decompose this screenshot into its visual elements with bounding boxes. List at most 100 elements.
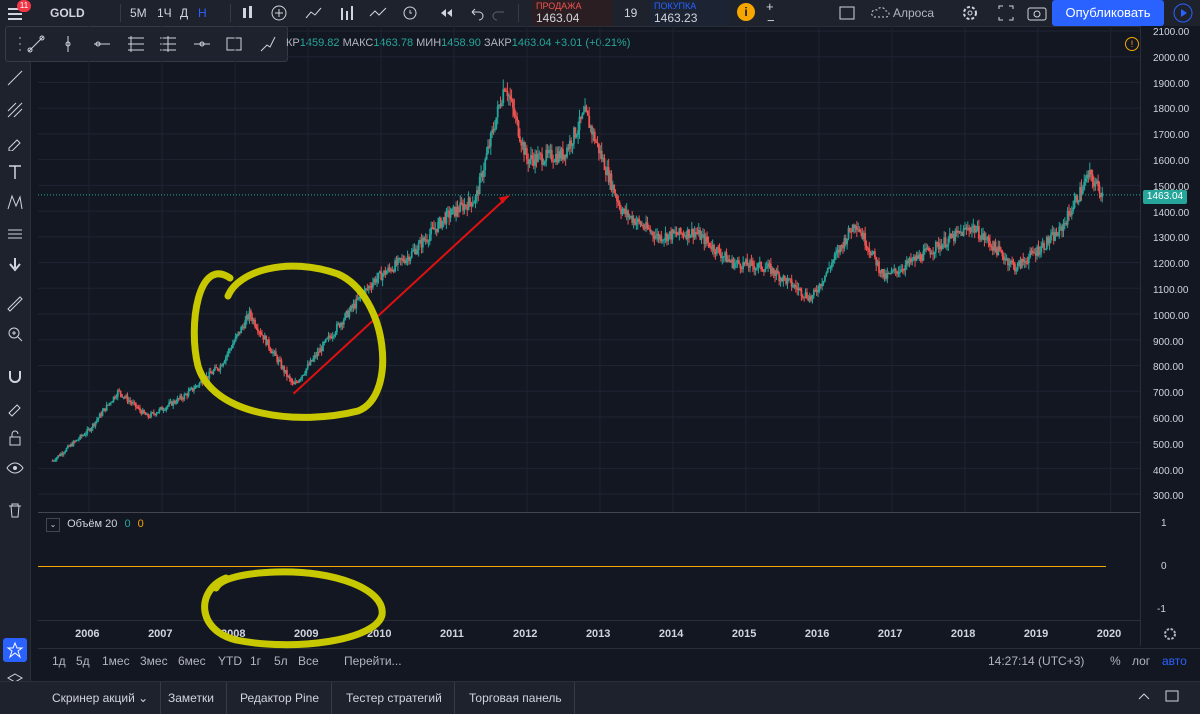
ruler-icon[interactable] bbox=[3, 292, 27, 316]
range-all[interactable]: Все bbox=[298, 654, 319, 668]
candle-body bbox=[625, 210, 628, 215]
collapse-panel-icon[interactable] bbox=[1136, 688, 1152, 709]
candle-body bbox=[1008, 263, 1011, 266]
range-6m[interactable]: 6мес bbox=[178, 654, 206, 668]
interval-1h[interactable]: 1Ч bbox=[157, 6, 172, 20]
favorites-star-icon[interactable] bbox=[3, 638, 27, 662]
candle-body bbox=[1034, 252, 1037, 256]
magnet-icon[interactable] bbox=[3, 364, 27, 388]
range-1m[interactable]: 1мес bbox=[102, 654, 130, 668]
log-toggle[interactable]: лог bbox=[1132, 654, 1151, 668]
candle-body bbox=[563, 154, 566, 160]
price-tick: 1800.00 bbox=[1153, 104, 1190, 116]
ray-icon[interactable] bbox=[24, 32, 48, 56]
percent-toggle[interactable]: % bbox=[1110, 654, 1121, 668]
candle-body bbox=[351, 305, 354, 308]
sell-button[interactable]: ПРОДАЖА 1463.04 bbox=[532, 0, 612, 26]
range-5y[interactable]: 5л bbox=[274, 654, 288, 668]
warning-icon[interactable]: ! bbox=[1125, 37, 1139, 51]
fib-channel-icon[interactable] bbox=[156, 32, 180, 56]
tab-trading-panel[interactable]: Торговая панель bbox=[457, 682, 575, 714]
range-5d[interactable]: 5д bbox=[76, 654, 90, 668]
interval-d[interactable]: Д bbox=[180, 6, 189, 20]
price-tick: 1900.00 bbox=[1153, 78, 1190, 90]
horizontal-ray-icon[interactable] bbox=[90, 32, 114, 56]
drag-handle-icon[interactable] bbox=[8, 32, 32, 56]
prediction-icon[interactable] bbox=[3, 222, 27, 246]
price-chart[interactable] bbox=[38, 26, 1140, 512]
time-axis[interactable]: 2006 2007 2008 2009 2010 2011 2012 2013 2014 2015… bbox=[38, 620, 1140, 647]
price-axis[interactable]: 2100.00 2000.00 1900.00 1800.00 1700.00 1600.… bbox=[1140, 26, 1200, 646]
candle-body bbox=[327, 335, 330, 339]
menu-icon[interactable] bbox=[6, 0, 24, 26]
eye-icon[interactable] bbox=[3, 456, 27, 480]
fib-retracement-icon[interactable] bbox=[124, 32, 148, 56]
vertical-line-icon[interactable] bbox=[56, 32, 80, 56]
trend-line-icon[interactable] bbox=[3, 66, 27, 90]
buy-button[interactable]: ПОКУПКА 1463.23 bbox=[650, 0, 730, 26]
candle-body bbox=[854, 226, 857, 229]
watchlist-name[interactable]: Алроса bbox=[893, 6, 935, 20]
tab-notes[interactable]: Заметки bbox=[156, 682, 227, 714]
settings-icon[interactable] bbox=[960, 0, 980, 26]
undo-icon[interactable] bbox=[468, 0, 484, 26]
layout-icon[interactable] bbox=[838, 0, 856, 26]
tab-pine-editor[interactable]: Редактор Pine bbox=[228, 682, 333, 714]
tab-stock-screener[interactable]: Скринер акций ⌄ bbox=[40, 682, 162, 714]
publish-button[interactable]: Опубликовать bbox=[1052, 0, 1164, 26]
candle-body bbox=[1027, 256, 1030, 264]
play-icon[interactable] bbox=[1172, 0, 1194, 26]
templates-icon[interactable] bbox=[338, 0, 358, 26]
text-icon[interactable] bbox=[3, 160, 27, 184]
pattern-icon[interactable] bbox=[3, 190, 27, 214]
range-3m[interactable]: 3мес bbox=[140, 654, 168, 668]
arrow-down-icon[interactable] bbox=[3, 252, 27, 276]
horizontal-line-icon[interactable] bbox=[190, 32, 214, 56]
candle-body bbox=[646, 222, 649, 229]
plus-icon[interactable]: + bbox=[766, 0, 774, 14]
pitchfork-icon[interactable] bbox=[3, 98, 27, 122]
zoom-icon[interactable] bbox=[3, 322, 27, 346]
candle-body bbox=[1012, 262, 1015, 264]
range-1y[interactable]: 1г bbox=[250, 654, 262, 668]
redo-icon[interactable] bbox=[492, 0, 508, 26]
trash-icon[interactable] bbox=[3, 498, 27, 522]
lock-drawing-icon[interactable] bbox=[3, 396, 27, 420]
candle-body bbox=[775, 270, 778, 276]
goto-date[interactable]: Перейти... bbox=[344, 654, 402, 668]
candle-body bbox=[659, 235, 661, 240]
info-icon[interactable]: i bbox=[737, 3, 755, 21]
lock-icon[interactable] bbox=[3, 426, 27, 450]
candle-body bbox=[731, 259, 733, 263]
candle-body bbox=[254, 319, 256, 327]
cloud-icon[interactable] bbox=[870, 0, 890, 26]
interval-w[interactable]: Н bbox=[198, 6, 207, 20]
interval-5m[interactable]: 5М bbox=[130, 6, 147, 20]
compare-icon[interactable] bbox=[270, 0, 288, 26]
candle-body bbox=[87, 428, 90, 430]
pane-separator[interactable] bbox=[38, 512, 1200, 513]
candle-body bbox=[438, 218, 441, 223]
auto-toggle[interactable]: авто bbox=[1162, 654, 1187, 668]
chart-type-icon[interactable] bbox=[240, 0, 254, 26]
strategies-icon[interactable] bbox=[368, 0, 388, 26]
path-icon[interactable] bbox=[256, 32, 280, 56]
collapse-icon[interactable]: ⌄ bbox=[46, 518, 60, 532]
candle-body bbox=[162, 410, 165, 412]
alert-icon[interactable] bbox=[400, 0, 420, 26]
clock[interactable]: 14:27:14 (UTC+3) bbox=[988, 654, 1085, 668]
replay-icon[interactable] bbox=[438, 0, 454, 26]
range-1d[interactable]: 1д bbox=[52, 654, 66, 668]
candle-body bbox=[764, 268, 767, 272]
camera-icon[interactable] bbox=[1026, 0, 1048, 26]
maximize-panel-icon[interactable] bbox=[1164, 688, 1180, 709]
brush-icon[interactable] bbox=[3, 130, 27, 154]
rectangle-icon[interactable] bbox=[222, 32, 246, 56]
range-ytd[interactable]: YTD bbox=[218, 654, 242, 668]
symbol-search[interactable]: GOLD bbox=[50, 6, 85, 20]
fullscreen-icon[interactable] bbox=[996, 0, 1016, 26]
indicators-icon[interactable] bbox=[304, 0, 324, 26]
axis-settings-gear-icon[interactable] bbox=[1162, 626, 1178, 647]
minus-icon[interactable]: − bbox=[767, 13, 775, 28]
tab-strategy-tester[interactable]: Тестер стратегий bbox=[334, 682, 455, 714]
